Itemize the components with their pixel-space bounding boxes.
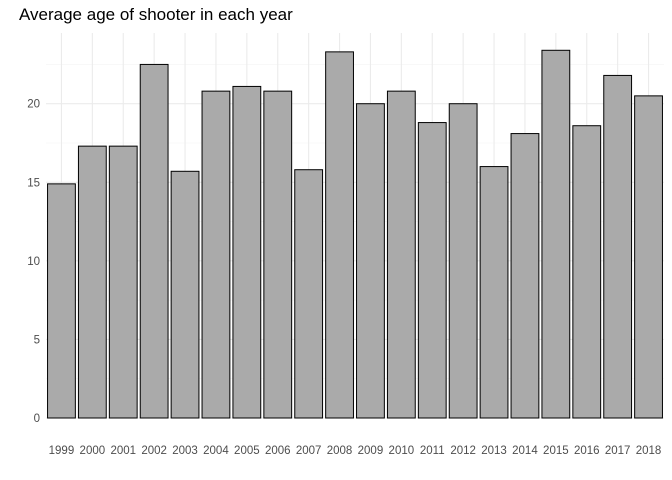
chart-title: Average age of shooter in each year [19,5,293,24]
x-tick-label: 2018 [636,445,662,457]
bar-2014 [510,133,540,419]
bar-2018 [634,95,663,419]
bar-2011 [417,122,447,419]
x-tick-label: 2003 [172,445,198,457]
x-tick-label: 1999 [49,445,75,457]
bar-2016 [572,125,602,419]
y-tick-label: 20 [27,99,40,111]
x-tick-label: 2005 [234,445,260,457]
x-tick-label: 2000 [80,445,106,457]
x-tick-label: 2016 [574,445,600,457]
bar-2017 [603,74,633,419]
bar-2004 [201,90,231,419]
x-tick-label: 2012 [450,445,476,457]
x-tick-label: 2011 [420,445,445,457]
bar-2010 [386,90,416,419]
grid-layer [46,33,664,419]
x-tick-label: 2007 [296,445,322,457]
bar-2003 [170,170,200,419]
bar-2012 [448,103,478,419]
bar-2007 [294,169,324,419]
x-tick-label: 2010 [389,445,415,457]
x-tick-label: 2002 [141,445,167,457]
y-tick-label: 10 [27,256,40,268]
bar-layer [47,49,663,419]
x-tick-label: 2006 [265,445,291,457]
bar-2000 [77,145,107,419]
bar-2013 [479,166,509,419]
x-tick-label: 2008 [327,445,353,457]
x-axis-ticks: 1999 2000 2001 2002 2003 2004 2005 2006 2007 2008… [49,445,662,457]
x-tick-label: 2001 [110,445,136,457]
bar-2002 [139,63,169,419]
y-tick-label: 15 [27,177,40,189]
bar-2009 [356,103,385,419]
x-tick-label: 2014 [512,445,538,457]
bar-2005 [232,85,262,419]
x-tick-label: 2015 [543,445,569,457]
bar-1999 [47,183,76,419]
x-tick-label: 2017 [605,445,631,457]
y-tick-label: 0 [34,413,40,425]
y-tick-label: 5 [34,334,40,346]
x-tick-label: 2009 [358,445,384,457]
y-axis-ticks: 0 5 10 15 20 [27,99,40,425]
x-tick-label: 2004 [203,445,229,457]
bar-2001 [108,145,138,419]
x-tick-label: 2013 [481,445,507,457]
bar-2008 [325,51,354,419]
bar-2006 [263,90,293,419]
bar-2015 [541,49,571,419]
